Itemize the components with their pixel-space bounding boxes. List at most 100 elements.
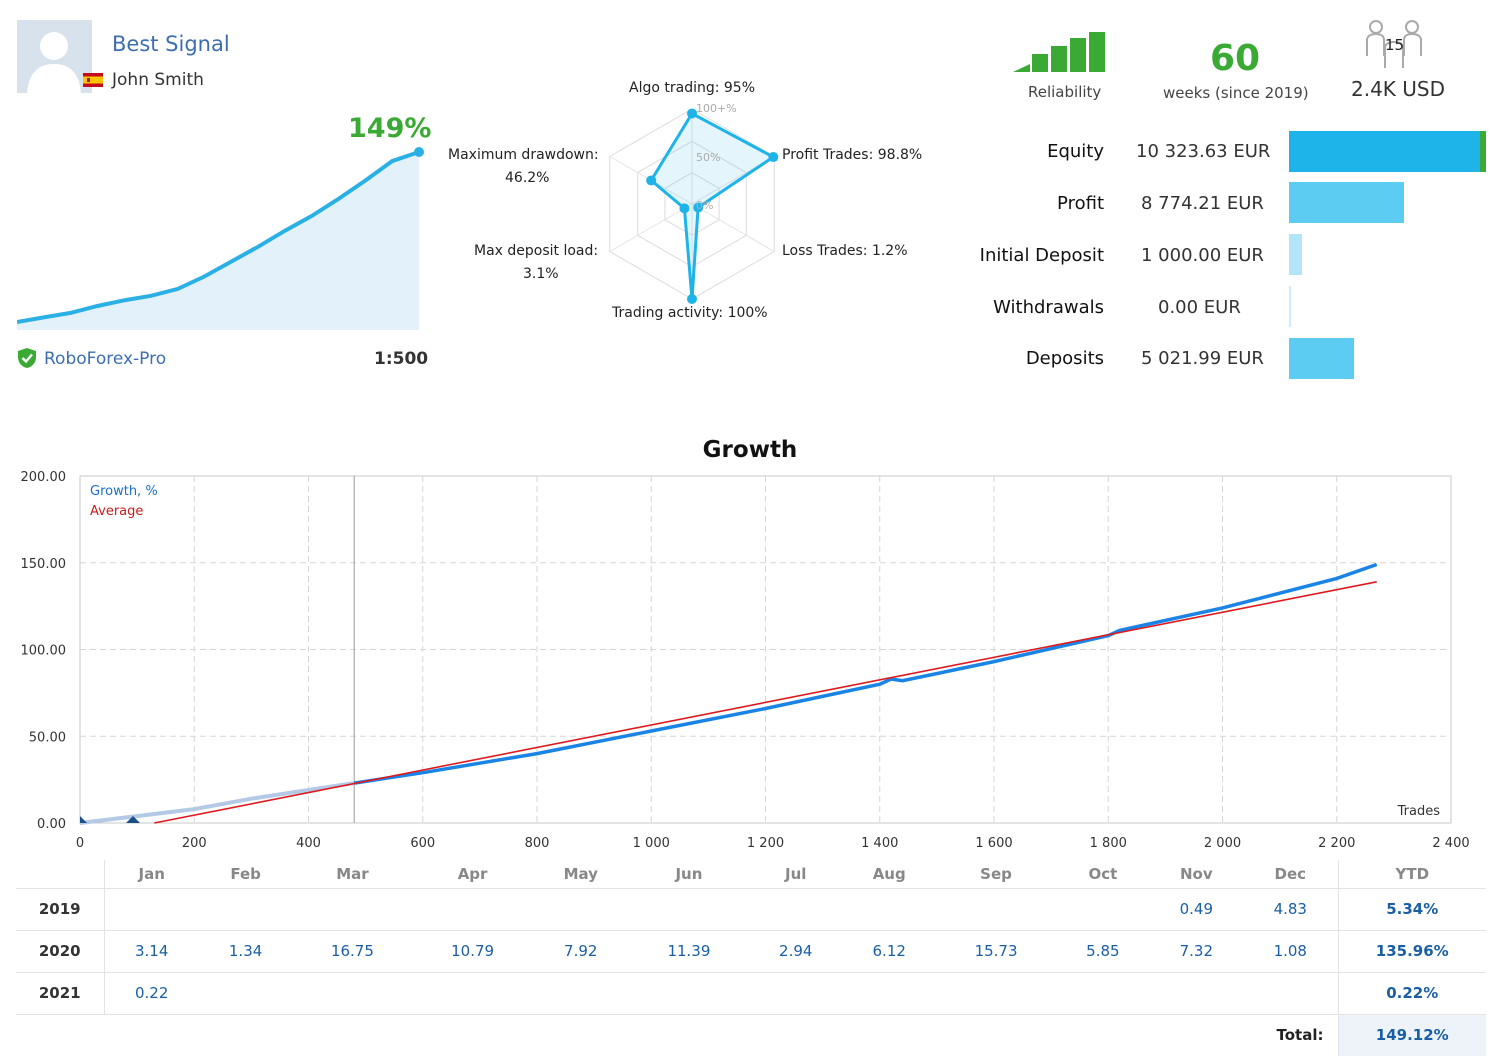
subscribers-icon [1366,20,1422,68]
stat-label-withdrawals: Withdrawals [993,297,1104,318]
mini-growth-line [17,150,420,324]
monthly-returns-table: Jan Feb Mar Apr May Jun Jul Aug Sep Oct … [16,860,1486,1056]
avatar [17,20,92,93]
month-value-cell [532,971,629,1014]
month-header: Dec [1274,864,1307,883]
stat-value-withdrawals: 0.00 EUR [1158,297,1241,318]
radar-chart: 100+% 50% 0% [609,102,779,304]
month-value-cell[interactable]: 0.22 [104,971,199,1014]
spain-flag-icon [83,73,103,87]
radar-point [687,294,697,304]
month-value-cell[interactable]: 10.79 [412,929,533,972]
month-value-cell [198,971,293,1014]
table-row: 2020 3.14 1.34 16.75 10.79 7.92 11.39 2.94 6.12 1… [16,929,1486,972]
legend-average: Average [90,504,143,519]
month-value-cell [292,887,413,930]
average-line [154,581,1377,824]
x-tick-label: 1 200 [747,836,784,851]
leverage: 1:500 [374,349,429,369]
month-header: Aug [872,864,906,883]
y-tick-label: 100.00 [21,644,67,659]
month-value-cell[interactable]: 2.94 [749,929,843,972]
stat-value-initial-deposit: 1 000.00 EUR [1141,245,1264,266]
month-value-cell[interactable]: 3.14 [104,929,199,972]
signal-name[interactable]: Best Signal [112,32,230,56]
radar-label-drawdown: Maximum drawdown: [448,147,599,163]
stat-label-deposits: Deposits [1025,348,1104,369]
ytd-header: YTD [1337,860,1486,888]
total-row: Total: 149.12% [16,1013,1486,1056]
y-tick-label: 150.00 [21,557,67,572]
month-header: Sep [980,864,1012,883]
month-value-cell [198,887,293,930]
x-tick-label: 1 800 [1090,836,1127,851]
ytd-cell: 5.34% [1337,887,1486,930]
x-tick-label: 2 000 [1204,836,1241,851]
month-header: Apr [457,864,488,883]
growth-chart: 0 200 400 600 800 1 000 1 200 1 400 1 600 1 800 2 … [21,470,1470,851]
broker-link[interactable]: RoboForex-Pro [44,349,167,369]
reliability-bar [1051,46,1067,72]
month-header: Feb [230,864,261,883]
growth-grid [80,476,1451,823]
reliability-label: Reliability [1028,83,1102,101]
month-value-cell [749,887,843,930]
month-value-cell[interactable]: 1.34 [198,929,293,972]
stat-bar-equity-edge [1480,131,1486,172]
month-value-cell [749,971,843,1014]
month-header: Oct [1088,864,1118,883]
radar-point [646,175,657,186]
month-value-cell [1149,971,1244,1014]
month-value-cell[interactable]: 11.39 [628,929,750,972]
radar-axis [609,203,693,252]
radar-value-drawdown: 46.2% [505,170,550,186]
stat-bar-initial-deposit [1289,234,1302,275]
total-label: Total: [16,1013,1338,1056]
month-value-cell[interactable]: 15.73 [935,929,1057,972]
month-value-cell [842,887,936,930]
reliability-bar [1032,54,1048,72]
total-value: 149.12% [1337,1013,1486,1056]
month-header: May [563,864,598,883]
subscribers-count: 15 [1385,36,1405,54]
x-tick-label: 2 200 [1318,836,1355,851]
growth-ticks: 0 200 400 600 800 1 000 1 200 1 400 1 600 1 800 2 … [21,470,1470,851]
month-value-cell [628,887,750,930]
table-corner [16,860,105,888]
month-value-cell[interactable]: 4.83 [1243,887,1338,930]
month-value-cell [935,887,1057,930]
owner-name[interactable]: John Smith [112,70,204,90]
stat-value-deposits: 5 021.99 EUR [1141,348,1264,369]
month-value-cell [842,971,936,1014]
growth-line-early [79,781,355,825]
gain-percent: 149% [348,113,432,144]
month-header: Mar [336,864,369,883]
month-value-cell [532,887,629,930]
stat-label-initial-deposit: Initial Deposit [979,245,1104,266]
x-tick-label: 400 [296,836,321,851]
month-value-cell[interactable]: 7.92 [532,929,629,972]
radar-points [646,108,779,304]
deposit-marker-icon [80,816,87,823]
month-value-cell[interactable]: 16.75 [292,929,413,972]
legend-growth: Growth, % [90,484,158,499]
table-row: 2019 0.49 4.83 5.34% [16,887,1486,930]
weeks-label: weeks (since 2019) [1163,84,1309,102]
month-value-cell[interactable]: 5.85 [1056,929,1150,972]
month-header: Jul [785,864,807,883]
month-value-cell[interactable]: 0.49 [1149,887,1244,930]
radar-label-profit-trades: Profit Trades: 98.8% [782,147,923,163]
month-value-cell [104,887,199,930]
month-value-cell [628,971,750,1014]
month-value-cell[interactable]: 6.12 [842,929,936,972]
x-tick-label: 2 400 [1432,836,1469,851]
month-value-cell[interactable]: 7.32 [1149,929,1244,972]
growth-chart-title: Growth [702,437,798,463]
radar-label-deposit-load: Max deposit load: [474,243,599,259]
month-value-cell[interactable]: 1.08 [1243,929,1338,972]
reliability-bars [1013,32,1105,72]
y-tick-label: 50.00 [29,730,66,745]
x-tick-label: 800 [525,836,550,851]
radar-label-algo: Algo trading: 95% [629,80,756,96]
ytd-cell: 135.96% [1337,929,1486,972]
